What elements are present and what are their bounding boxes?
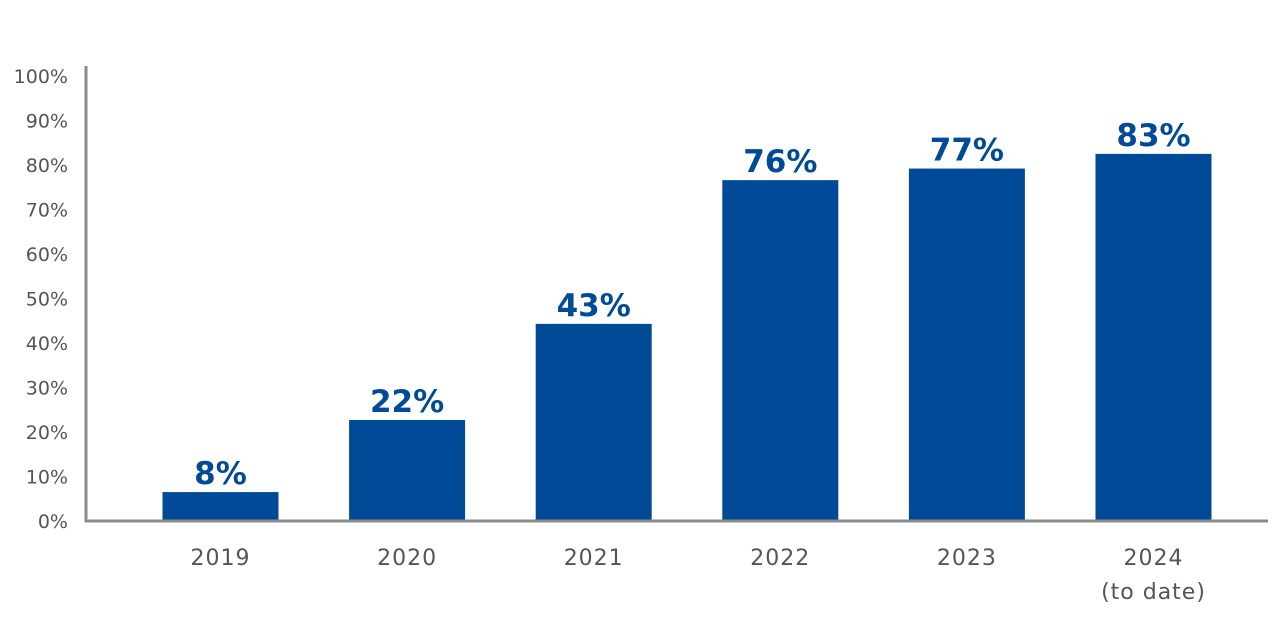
data-labels-group: 8% 22% 43% 76% 77% 83%	[194, 118, 1190, 492]
bar	[1095, 153, 1212, 521]
x-tick-label: 2022	[750, 546, 810, 571]
bar-value-label: 43%	[557, 288, 631, 324]
bar-value-label: 83%	[1116, 118, 1190, 154]
bar-value-label: 22%	[370, 384, 444, 420]
y-tick-label: 30%	[26, 378, 68, 400]
y-tick-label: 20%	[26, 422, 68, 444]
y-tick-label: 60%	[26, 244, 68, 266]
bar	[722, 180, 839, 521]
bar	[908, 168, 1025, 521]
bar-value-label: 77%	[930, 133, 1004, 169]
y-tick-label: 70%	[26, 200, 68, 222]
y-tick-label: 90%	[26, 111, 68, 133]
bar-value-label: 8%	[194, 456, 247, 492]
y-tick-label: 10%	[26, 467, 68, 489]
y-tick-label: 100%	[14, 66, 68, 88]
x-tick-label: 2023	[937, 546, 997, 571]
y-tick-label: 80%	[26, 155, 68, 177]
x-axis-ticks: 2019 2020 2021 2022 2023 2024 (to date)	[191, 546, 1206, 605]
x-tick-sublabel: (to date)	[1101, 580, 1206, 605]
y-tick-label: 50%	[26, 289, 68, 311]
x-tick-label: 2019	[191, 546, 251, 571]
y-tick-label: 0%	[38, 511, 68, 533]
bar	[349, 419, 466, 521]
x-tick-label: 2021	[564, 546, 624, 571]
bar-value-label: 76%	[743, 144, 817, 180]
bars-group	[162, 153, 1212, 521]
y-tick-label: 40%	[26, 333, 68, 355]
y-axis-ticks: 0% 10% 20% 30% 40% 50% 60% 70% 80% 90% 100%	[14, 66, 68, 533]
bar	[162, 492, 279, 521]
bar	[535, 323, 652, 521]
x-tick-label: 2024	[1124, 546, 1184, 571]
x-tick-label: 2020	[377, 546, 437, 571]
